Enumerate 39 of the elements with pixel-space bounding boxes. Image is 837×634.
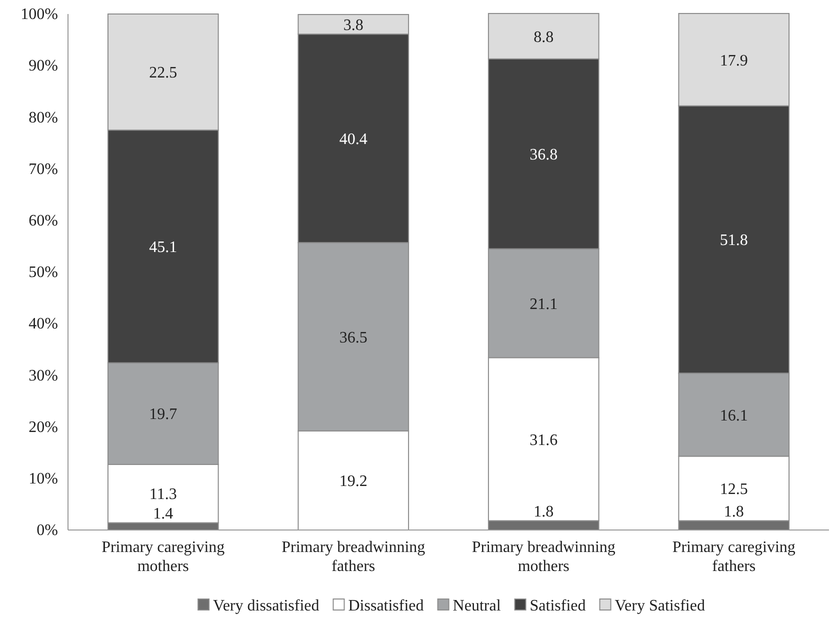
data-label: 36.5: [339, 329, 368, 346]
legend-label: Neutral: [452, 598, 502, 615]
data-label: 3.8: [343, 16, 364, 34]
legend-label: Dissatisfied: [348, 598, 424, 615]
data-label: 22.5: [149, 64, 178, 82]
y-tick-label: 30%: [28, 367, 58, 384]
data-label: 17.9: [720, 52, 748, 70]
y-tick-label: 90%: [28, 58, 58, 75]
y-tick-label: 0%: [36, 522, 58, 540]
data-label: 12.5: [720, 481, 748, 498]
x-tick-label: Primary breadwinning fathers: [282, 539, 426, 576]
data-label: 1.4: [153, 505, 174, 522]
y-tick-label: 40%: [28, 316, 58, 333]
y-tick-label: 60%: [28, 212, 58, 230]
legend-label: Very dissatisfied: [213, 598, 320, 615]
data-label: 36.8: [530, 146, 558, 164]
data-label: 11.3: [149, 486, 177, 504]
legend-label: Very Satisfied: [614, 598, 705, 615]
y-tick-label: 20%: [28, 418, 58, 436]
x-tick-label: Primary caregiving fathers: [672, 539, 796, 576]
y-tick-label: 70%: [28, 160, 58, 178]
data-label: 51.8: [720, 232, 748, 250]
x-tick-label: Primary caregiving mothers: [102, 539, 225, 576]
data-label: 1.8: [724, 503, 744, 520]
legend-label: Satisfied: [530, 598, 586, 615]
data-label: 45.1: [149, 239, 178, 256]
y-tick-label: 10%: [28, 470, 58, 488]
x-tick-label: Primary breadwinning mothers: [472, 539, 616, 576]
data-label: 8.8: [534, 28, 554, 46]
data-label: 16.1: [720, 407, 748, 424]
data-label: 19.7: [149, 406, 178, 424]
data-label: 19.2: [339, 473, 368, 490]
y-tick-label: 80%: [28, 109, 58, 126]
data-label: 1.8: [534, 503, 554, 520]
y-tick-label: 50%: [28, 264, 58, 282]
data-label: 31.6: [530, 432, 558, 449]
y-tick-label: 100%: [20, 6, 58, 24]
data-label: 40.4: [339, 130, 368, 148]
data-label: 21.1: [530, 296, 558, 313]
